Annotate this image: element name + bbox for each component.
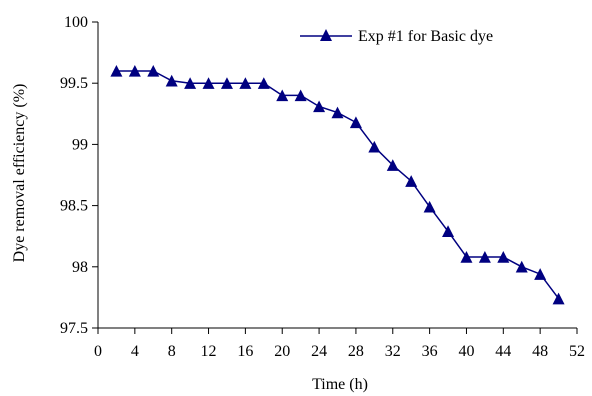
x-axis: 0 4 8 12 16 20 24 28 32 36 40 44 48 52 xyxy=(94,327,585,360)
x-tick-label: 32 xyxy=(385,343,401,360)
data-point xyxy=(552,292,565,305)
data-point xyxy=(165,74,178,87)
y-tick-label: 97.5 xyxy=(60,320,88,337)
x-tick-label: 28 xyxy=(348,343,364,360)
data-point xyxy=(220,77,233,89)
x-tick-label: 20 xyxy=(274,343,290,360)
series-line xyxy=(116,70,560,300)
x-tick-label: 48 xyxy=(532,343,548,360)
data-point xyxy=(368,140,381,153)
data-point xyxy=(460,251,473,263)
data-point xyxy=(147,64,160,77)
x-tick-label: 8 xyxy=(168,343,176,360)
data-point xyxy=(515,260,528,273)
x-tick-label: 4 xyxy=(131,343,139,360)
y-tick-label: 100 xyxy=(64,14,88,31)
data-point xyxy=(497,251,510,263)
legend-label: Exp #1 for Basic dye xyxy=(358,28,493,45)
y-axis-title: Dye removal efficiency (%) xyxy=(11,84,28,263)
y-tick-label: 99.5 xyxy=(60,75,88,92)
data-point xyxy=(442,225,455,238)
x-tick-label: 40 xyxy=(458,343,474,360)
data-point xyxy=(386,159,399,171)
legend: Exp #1 for Basic dye xyxy=(300,28,493,45)
x-tick-label: 0 xyxy=(94,343,102,360)
data-point xyxy=(276,89,289,102)
data-point xyxy=(331,106,344,119)
data-point xyxy=(349,116,362,129)
y-axis: 97.5 98 98.5 99 99.5 100 xyxy=(60,14,99,337)
series-layer xyxy=(110,64,565,305)
y-tick-label: 98 xyxy=(72,259,88,276)
data-point xyxy=(313,100,326,113)
data-point xyxy=(110,64,123,77)
y-tick-label: 98.5 xyxy=(60,198,88,215)
data-point xyxy=(202,77,215,89)
data-point xyxy=(239,77,252,89)
legend-marker-swatch xyxy=(320,29,332,41)
data-point xyxy=(534,268,547,280)
data-point xyxy=(423,200,436,213)
data-point xyxy=(405,175,418,187)
data-point xyxy=(478,251,491,263)
data-point xyxy=(128,64,141,77)
x-axis-title: Time (h) xyxy=(312,376,368,393)
x-tick-label: 24 xyxy=(311,343,327,360)
x-tick-label: 16 xyxy=(237,343,253,360)
data-point xyxy=(294,89,307,102)
x-tick-label: 12 xyxy=(201,343,217,360)
x-tick-label: 36 xyxy=(422,343,438,360)
data-point xyxy=(257,77,270,89)
y-tick-label: 99 xyxy=(72,136,88,153)
x-tick-label: 44 xyxy=(495,343,511,360)
x-tick-label: 52 xyxy=(569,343,585,360)
data-point xyxy=(184,77,197,89)
